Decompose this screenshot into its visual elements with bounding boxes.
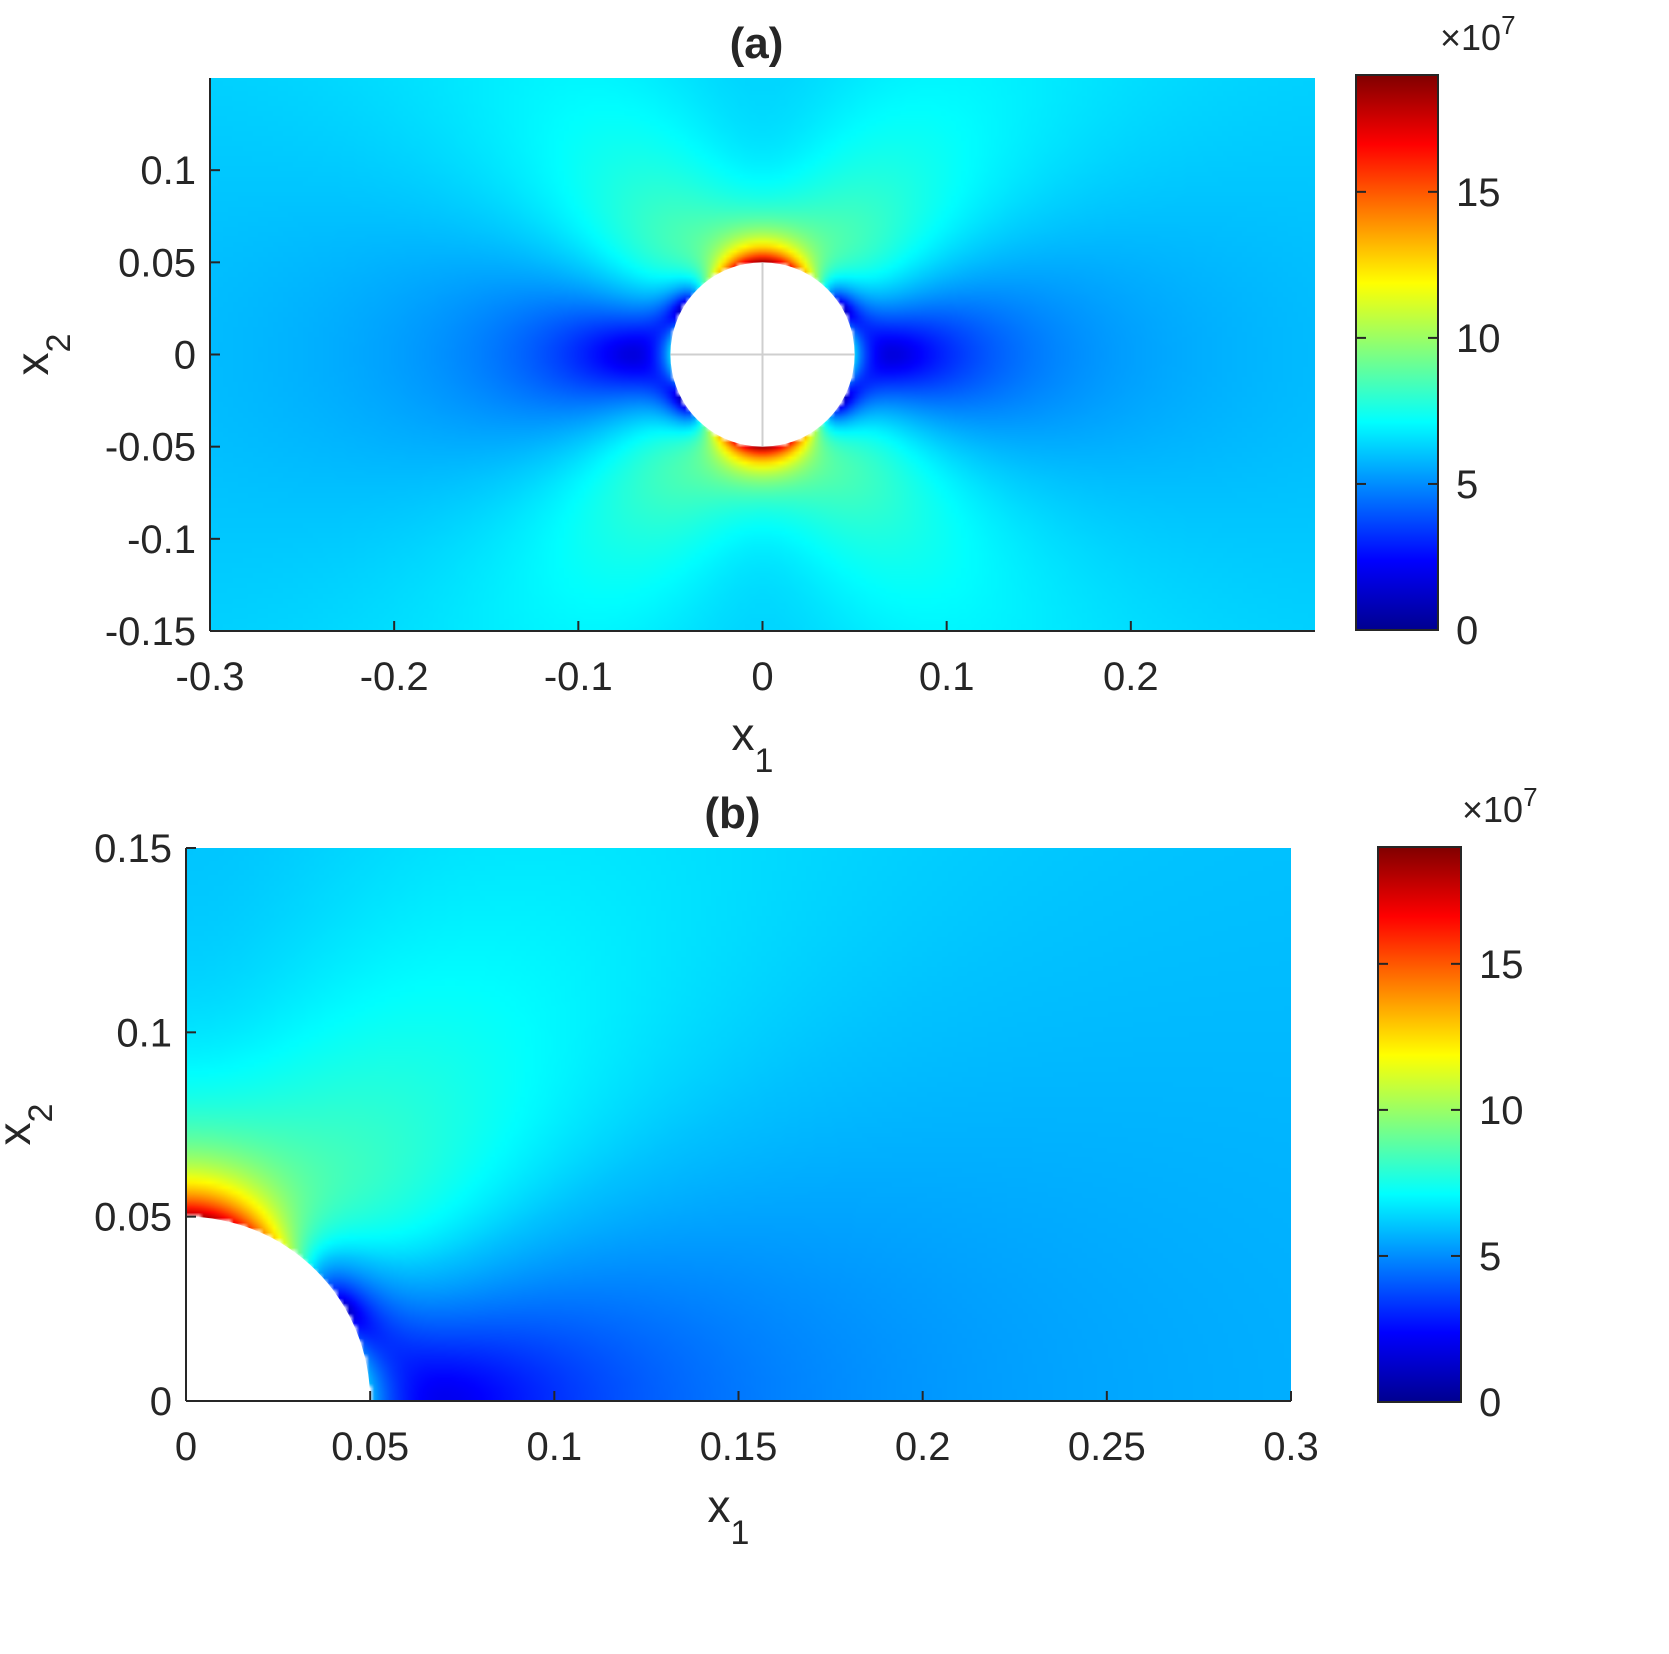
y-tick-label: 0.1 bbox=[116, 1011, 172, 1055]
y-tick-label: 0.1 bbox=[140, 149, 196, 193]
colorbar-multiplier: ×107 bbox=[1440, 10, 1516, 58]
panel-title: (b) bbox=[704, 789, 760, 838]
x-tick-label: -0.3 bbox=[176, 655, 245, 699]
x-tick-label: -0.1 bbox=[544, 655, 613, 699]
colorbar-tick-label: 15 bbox=[1456, 171, 1501, 215]
x-tick-label: 0.05 bbox=[331, 1425, 409, 1469]
y-axis-title: x2 bbox=[6, 334, 78, 376]
x-tick-label: 0.1 bbox=[527, 1425, 583, 1469]
y-tick-label: -0.05 bbox=[105, 426, 196, 470]
y-tick-label: -0.1 bbox=[127, 518, 196, 562]
colorbar-tick-label: 10 bbox=[1479, 1089, 1524, 1133]
x-tick-label: 0 bbox=[751, 655, 773, 699]
heatmap-field bbox=[186, 848, 1291, 1401]
x-axis-title: x1 bbox=[732, 708, 774, 780]
panel-a: -0.3 -0.2 -0.1 0 0.1 0.2 -0.15 -0.1 -0.05 0 0.05 0.… bbox=[6, 10, 1516, 780]
x-tick-label: 0.25 bbox=[1068, 1425, 1146, 1469]
colorbar-multiplier: ×107 bbox=[1462, 782, 1538, 830]
y-tick-label: 0.15 bbox=[94, 827, 172, 871]
x-tick-label: 0.3 bbox=[1263, 1425, 1319, 1469]
colorbar-tick-label: 15 bbox=[1479, 943, 1524, 987]
panel-title: (a) bbox=[730, 19, 784, 68]
x-tick-label: 0 bbox=[175, 1425, 197, 1469]
y-axis-title: x2 bbox=[0, 1104, 60, 1146]
colorbar-tick-label: 0 bbox=[1456, 609, 1478, 653]
colorbar-tick-label: 10 bbox=[1456, 317, 1501, 361]
x-axis-title: x1 bbox=[708, 1480, 750, 1552]
x-tick-label: 0.2 bbox=[895, 1425, 951, 1469]
hole bbox=[186, 1216, 371, 1401]
x-tick-label: -0.2 bbox=[360, 655, 429, 699]
colorbar bbox=[1355, 74, 1439, 631]
y-tick-label: 0.05 bbox=[94, 1196, 172, 1240]
y-tick-label: 0 bbox=[150, 1380, 172, 1424]
colorbar-tick-label: 5 bbox=[1456, 463, 1478, 507]
x-tick-label: 0.15 bbox=[700, 1425, 778, 1469]
x-tick-label: 0.2 bbox=[1103, 655, 1159, 699]
panel-b: 0 0.05 0.1 0.15 0.2 0.25 0.3 0 0.05 0.1 0.15 (b) x1 x… bbox=[0, 782, 1538, 1552]
colorbar-tick-label: 0 bbox=[1479, 1381, 1501, 1425]
colorbar bbox=[1377, 846, 1462, 1403]
colorbar-tick-label: 5 bbox=[1479, 1235, 1501, 1279]
x-tick-label: 0.1 bbox=[919, 655, 975, 699]
y-tick-label: 0.05 bbox=[118, 241, 196, 285]
y-tick-label: -0.15 bbox=[105, 610, 196, 654]
y-tick-label: 0 bbox=[174, 334, 196, 378]
